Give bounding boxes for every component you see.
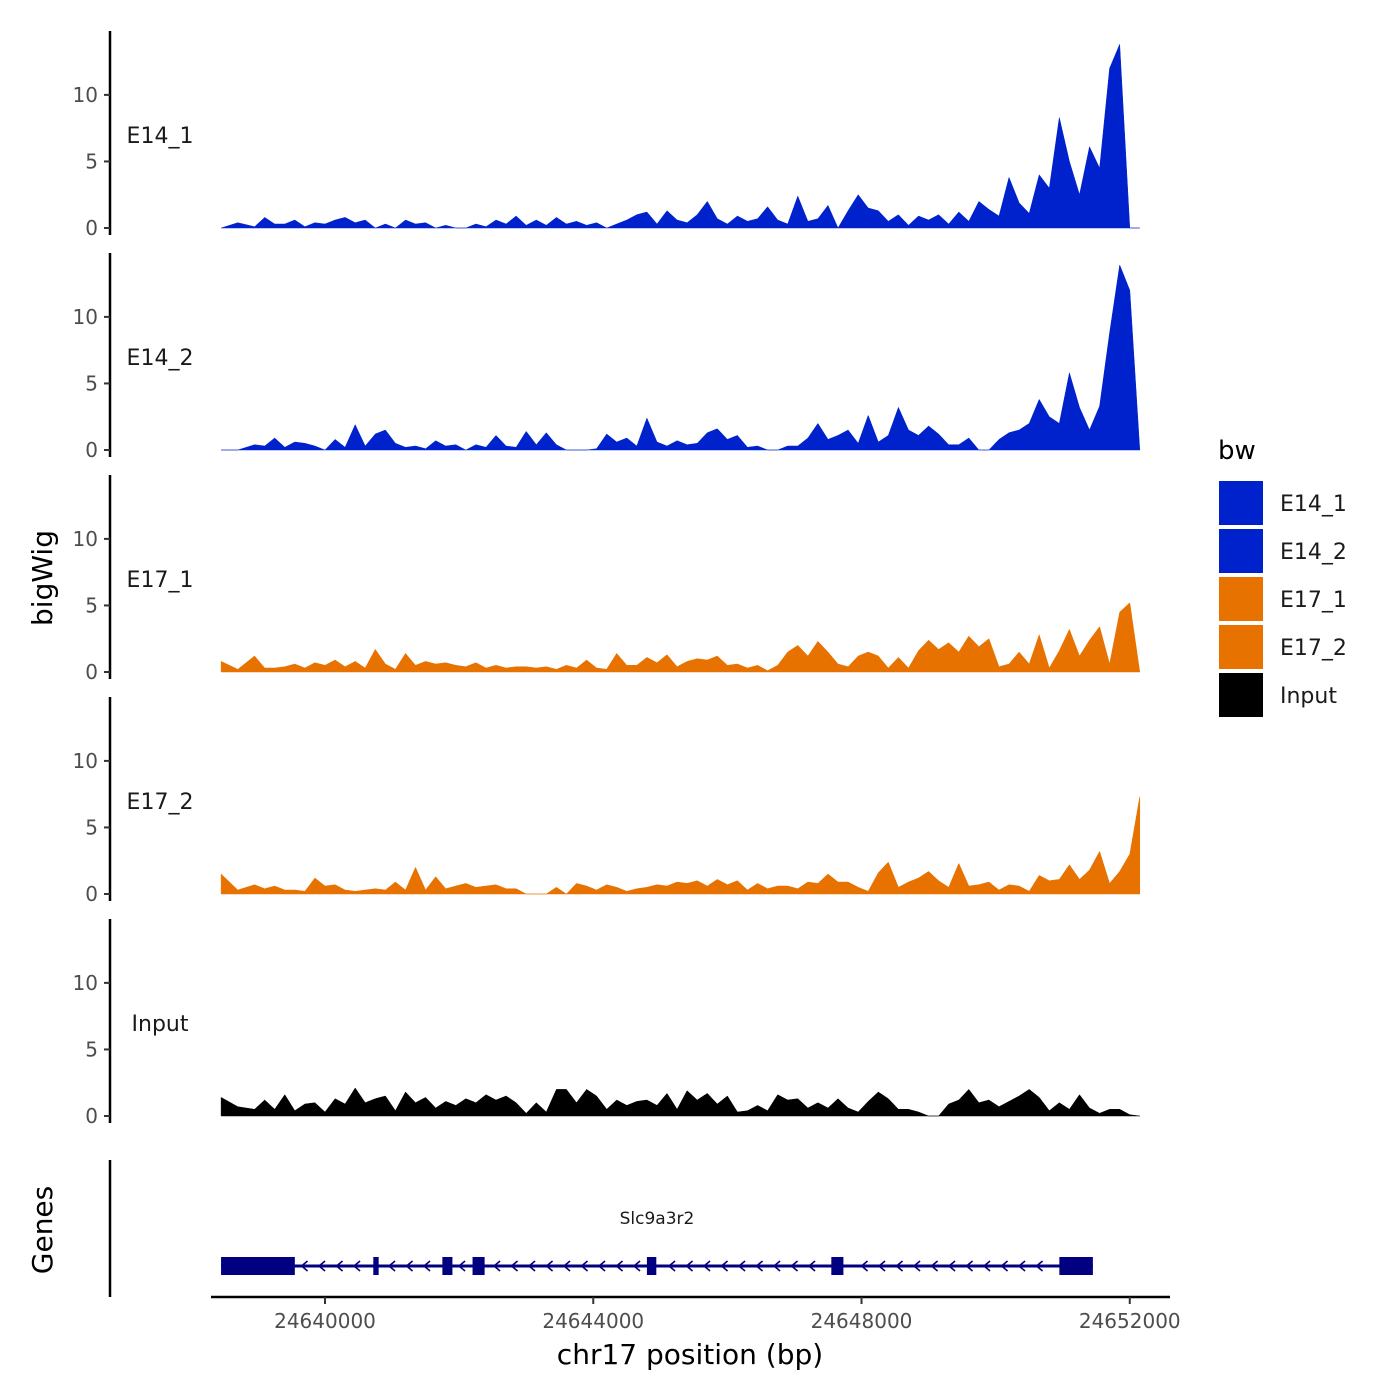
y-tick-label: 5 [85, 149, 98, 173]
legend-label: E17_1 [1280, 588, 1347, 613]
strand-arrow [300, 1260, 309, 1272]
legend-swatch-E17_1 [1219, 577, 1263, 621]
y-tick-label: 0 [85, 438, 98, 462]
strand-arrow [912, 1260, 921, 1272]
track-label: E14_2 [127, 346, 194, 371]
strand-arrow [405, 1260, 414, 1272]
coverage-tracks: 0 5 10 E14_1 0 5 10 E14_2 0 5 10 E17_1 0 5 10 E17_2 0 5 10… [73, 31, 1141, 1128]
track-E17_1: 0 5 10 E17_1 [73, 475, 1141, 684]
exon [472, 1257, 485, 1275]
strand-arrow [807, 1260, 816, 1272]
strand-arrow [790, 1260, 799, 1272]
strand-arrow [965, 1260, 974, 1272]
strand-arrow [947, 1260, 956, 1272]
strand-arrow [667, 1260, 676, 1272]
track-E14_1: 0 5 10 E14_1 [73, 31, 1141, 240]
legend-label: Input [1280, 684, 1337, 709]
strand-arrow [317, 1260, 326, 1272]
exon [373, 1257, 379, 1275]
strand-arrow [597, 1260, 606, 1272]
strand-arrow [720, 1260, 729, 1272]
legend: bw E14_1 E14_2 E17_1 E17_2 Input [1218, 436, 1347, 717]
track-E14_2: 0 5 10 E14_2 [73, 253, 1141, 462]
legend-swatch-E17_2 [1219, 625, 1263, 669]
x-tick-label: 24640000 [274, 1309, 376, 1333]
strand-arrow [737, 1260, 746, 1272]
y-axis-title: bigWig [26, 530, 59, 626]
strand-arrow [772, 1260, 781, 1272]
strand-arrow [615, 1260, 624, 1272]
gene-label: Slc9a3r2 [620, 1209, 695, 1229]
legend-label: E17_2 [1280, 636, 1347, 661]
y-tick-label: 10 [73, 749, 98, 773]
strand-arrow [562, 1260, 571, 1272]
legend-swatch-E14_2 [1219, 529, 1263, 573]
strand-arrow [492, 1260, 501, 1272]
x-tick-label: 24648000 [811, 1309, 913, 1333]
strand-arrow [545, 1260, 554, 1272]
strand-arrow [422, 1260, 431, 1272]
strand-arrow [685, 1260, 694, 1272]
gene-track: Slc9a3r2 [108, 1160, 1093, 1297]
strand-arrow [860, 1260, 869, 1272]
coverage-area-E17_1 [220, 602, 1141, 673]
y-tick-label: 0 [85, 1104, 98, 1128]
strand-arrow [580, 1260, 589, 1272]
strand-arrow [510, 1260, 519, 1272]
strand-arrow [702, 1260, 711, 1272]
genes-axis-title: Genes [26, 1186, 59, 1274]
exon [442, 1257, 453, 1275]
strand-arrow [352, 1260, 361, 1272]
track-Input: 0 5 10 Input [73, 919, 1141, 1128]
exon [221, 1257, 295, 1275]
y-tick-label: 5 [85, 815, 98, 839]
track-E17_2: 0 5 10 E17_2 [73, 697, 1141, 906]
strand-arrow [457, 1260, 466, 1272]
y-tick-label: 10 [73, 305, 98, 329]
legend-title: bw [1218, 436, 1256, 466]
coverage-area-Input [220, 1087, 1141, 1117]
strand-arrow [387, 1260, 396, 1272]
y-tick-label: 0 [85, 882, 98, 906]
legend-swatch-E14_1 [1219, 481, 1263, 525]
strand-arrow [755, 1260, 764, 1272]
strand-arrow [335, 1260, 344, 1272]
strand-arrow [527, 1260, 536, 1272]
track-label: E14_1 [127, 124, 194, 149]
coverage-area-E14_1 [220, 44, 1141, 229]
y-tick-label: 10 [73, 83, 98, 107]
coverage-area-E17_2 [220, 796, 1141, 895]
track-label: Input [132, 1012, 189, 1037]
track-label: E17_2 [127, 790, 194, 815]
y-tick-label: 0 [85, 216, 98, 240]
strand-arrow [930, 1260, 939, 1272]
y-tick-label: 10 [73, 527, 98, 551]
exon [1059, 1257, 1093, 1275]
x-axis-title: chr17 position (bp) [557, 1338, 823, 1371]
y-tick-label: 5 [85, 1037, 98, 1061]
exon [831, 1257, 844, 1275]
y-tick-label: 5 [85, 371, 98, 395]
y-tick-label: 10 [73, 971, 98, 995]
strand-arrow [877, 1260, 886, 1272]
strand-arrow [1000, 1260, 1009, 1272]
strand-arrow [982, 1260, 991, 1272]
coverage-area-E14_2 [220, 264, 1141, 451]
track-label: E17_1 [127, 568, 194, 593]
strand-arrow [895, 1260, 904, 1272]
x-tick-label: 24644000 [542, 1309, 644, 1333]
x-axis: 24640000 24644000 24648000 24652000 [211, 1295, 1181, 1333]
y-tick-label: 0 [85, 660, 98, 684]
strand-arrow [1017, 1260, 1026, 1272]
strand-arrow [632, 1260, 641, 1272]
legend-label: E14_2 [1280, 540, 1347, 565]
exon [646, 1257, 657, 1275]
strand-arrow [1035, 1260, 1044, 1272]
x-tick-label: 24652000 [1079, 1309, 1181, 1333]
y-tick-label: 5 [85, 593, 98, 617]
legend-label: E14_1 [1280, 492, 1347, 517]
legend-swatch-Input [1219, 673, 1263, 717]
